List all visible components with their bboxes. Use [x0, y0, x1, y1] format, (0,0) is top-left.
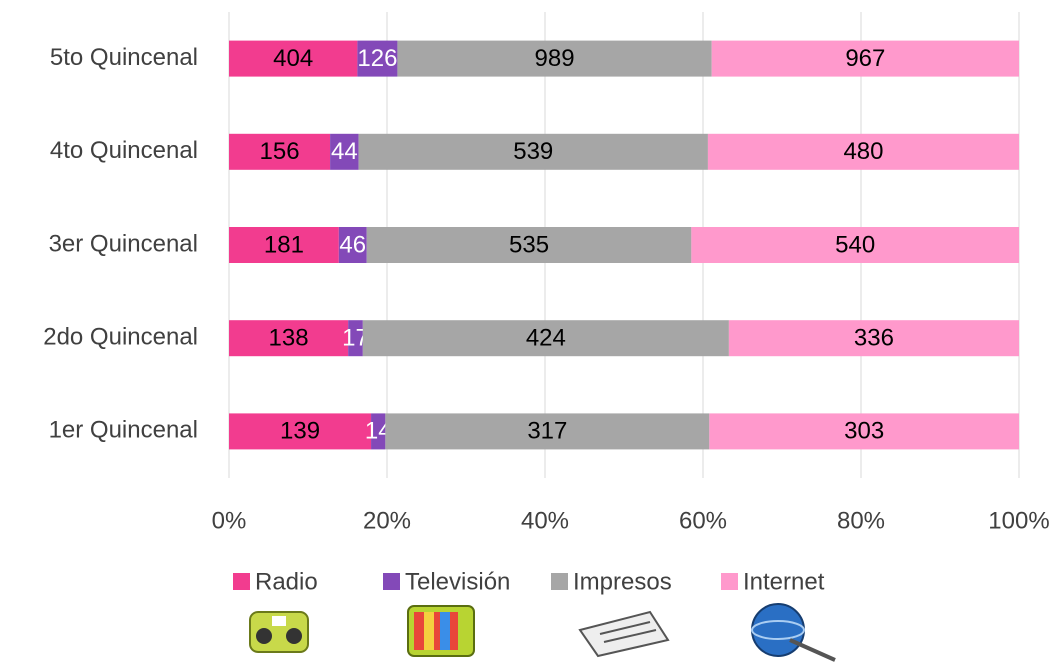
legend-icons: [249, 603, 836, 662]
data-label: 126: [357, 45, 397, 72]
y-tick-label: 3er Quincenal: [49, 230, 198, 257]
data-label: 138: [269, 325, 309, 352]
data-label: 404: [273, 45, 313, 72]
data-label: 46: [339, 231, 366, 258]
bar-segment: [229, 40, 358, 77]
bar-segment: [229, 413, 372, 450]
y-tick-label: 2do Quincenal: [43, 324, 198, 351]
legend-swatch: [551, 573, 568, 590]
legend-swatch: [721, 573, 738, 590]
x-tick-label: 0%: [212, 507, 247, 534]
data-label: 424: [526, 325, 566, 352]
bar-segment: [707, 133, 1019, 170]
legend-label: Internet: [743, 568, 825, 595]
bar-segment: [229, 133, 331, 170]
bar-segment: [357, 40, 398, 77]
bar-segment: [397, 40, 712, 77]
bar-segment: [728, 320, 1019, 357]
y-tick-label: 5to Quincenal: [50, 44, 198, 71]
x-tick-label: 40%: [521, 507, 569, 534]
y-tick-label: 4to Quincenal: [50, 137, 198, 164]
newspaper-icon: [578, 610, 670, 658]
y-tick-label: 1er Quincenal: [49, 417, 198, 444]
bar-segment: [330, 133, 359, 170]
radio-icon: [249, 611, 309, 653]
bar-segment: [366, 227, 692, 263]
x-tick-label: 60%: [679, 507, 727, 534]
legend-label: Radio: [255, 568, 318, 595]
internet-icon: [751, 603, 836, 662]
x-tick-label: 100%: [988, 507, 1049, 534]
bar-segment: [358, 133, 708, 170]
data-label: 539: [513, 138, 553, 165]
data-label: 139: [280, 418, 320, 445]
legend-label: Impresos: [573, 568, 672, 595]
bar-segment: [338, 227, 367, 263]
bar-segment: [362, 320, 729, 357]
data-label: 535: [509, 231, 549, 258]
x-tick-label: 20%: [363, 507, 411, 534]
bar-segment: [711, 40, 1019, 77]
data-label: 540: [835, 231, 875, 258]
legend-label: Televisión: [405, 568, 510, 595]
bar-segment: [709, 413, 1019, 450]
bar-segment: [229, 227, 339, 263]
data-label: 336: [854, 325, 894, 352]
data-label: 967: [845, 45, 885, 72]
x-tick-label: 80%: [837, 507, 885, 534]
legend-swatch: [383, 573, 400, 590]
bar-segment: [371, 413, 386, 450]
data-label: 480: [843, 138, 883, 165]
tv-icon: [407, 605, 475, 657]
data-label: 317: [527, 418, 567, 445]
legend-swatch: [233, 573, 250, 590]
bar-segment: [229, 320, 349, 357]
bar-segment: [691, 227, 1019, 263]
data-label: 156: [260, 138, 300, 165]
data-label: 44: [331, 138, 358, 165]
data-label: 303: [844, 418, 884, 445]
data-label: 181: [264, 231, 304, 258]
data-label: 989: [535, 45, 575, 72]
bar-segment: [348, 320, 363, 357]
bar-segment: [385, 413, 710, 450]
